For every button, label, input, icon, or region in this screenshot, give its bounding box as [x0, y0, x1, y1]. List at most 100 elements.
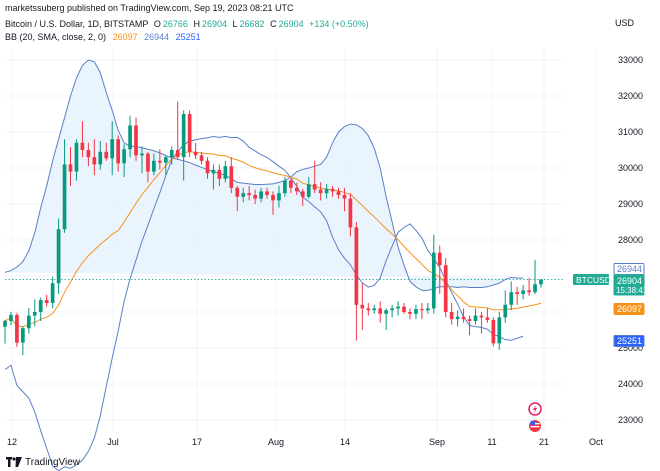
candle-body	[110, 139, 115, 159]
candle	[324, 184, 329, 199]
candle	[80, 121, 85, 158]
candle	[372, 304, 377, 314]
indicator-name: BB (20, SMA, close, 2, 0)	[5, 32, 107, 42]
candle	[110, 121, 115, 176]
btc-price-label-box	[613, 274, 645, 296]
candle	[366, 303, 371, 316]
candle	[503, 290, 508, 323]
candle	[205, 157, 210, 179]
candle-body	[336, 191, 341, 195]
candle-body	[163, 157, 168, 163]
lower-band-price-label: 25251	[613, 335, 645, 347]
candle-body	[187, 114, 192, 152]
candle-body	[26, 315, 31, 329]
price-tick-label: 25000	[618, 343, 643, 353]
candle	[92, 139, 97, 176]
candle-body	[3, 321, 7, 327]
candle-body	[408, 312, 412, 314]
candle-body	[491, 319, 496, 344]
candle	[21, 326, 25, 356]
candle	[533, 259, 537, 294]
flag-icon[interactable]	[529, 420, 541, 432]
candle-body	[86, 150, 91, 158]
candle	[32, 299, 37, 327]
bollinger-lower-line	[4, 135, 524, 471]
candle	[62, 139, 67, 233]
candle-body	[253, 195, 257, 199]
price-tick-label: 33000	[618, 55, 643, 65]
footer-brand: TradingView	[25, 456, 81, 468]
candle	[378, 301, 383, 323]
candle	[420, 303, 424, 320]
candle-body	[265, 191, 269, 195]
currency-label[interactable]: USD	[614, 18, 634, 28]
candle-body	[527, 290, 531, 293]
symbol-name: Bitcoin / U.S. Dollar, 1D, BITSTAMP	[5, 19, 149, 29]
close-value: 26904	[278, 19, 304, 29]
candle	[294, 182, 299, 195]
candle	[235, 186, 240, 212]
candle-body	[62, 164, 67, 230]
candle-body	[443, 265, 448, 312]
candle	[134, 117, 138, 161]
candle	[277, 186, 281, 208]
candle	[181, 110, 186, 181]
candle-body	[437, 252, 442, 266]
candle	[211, 164, 216, 190]
candle	[485, 308, 490, 323]
candle	[354, 222, 359, 341]
candle-body	[229, 166, 234, 188]
candle-body	[247, 193, 252, 195]
candle	[38, 297, 43, 321]
candle-body	[414, 309, 418, 314]
candle	[3, 319, 7, 344]
candle-body	[509, 292, 514, 305]
candle-body	[32, 312, 37, 316]
candle-body	[497, 317, 502, 344]
candle	[199, 151, 204, 165]
candle	[26, 308, 31, 334]
candle-body	[431, 252, 436, 309]
basis-price-label-box	[613, 303, 645, 315]
candle	[479, 312, 484, 334]
btc-price-label-text: 26904	[617, 276, 642, 286]
candle	[9, 312, 13, 326]
indicator-line: BB (20, SMA, close, 2, 0) 26097 26944 25…	[5, 32, 201, 42]
candle-body	[384, 310, 389, 314]
candle	[289, 178, 293, 194]
candle-body	[402, 306, 406, 312]
price-tick-label: 29000	[618, 199, 643, 209]
change-value: +134 (+0.50%)	[309, 19, 369, 29]
candle-body	[318, 189, 323, 194]
candle	[116, 135, 121, 172]
candle-body	[533, 284, 537, 293]
candle-body	[312, 184, 317, 190]
candle-body	[521, 290, 525, 294]
candle	[152, 153, 156, 176]
candle-body	[116, 139, 121, 164]
candle	[390, 304, 394, 318]
candle-body	[306, 184, 311, 197]
candle-body	[146, 153, 150, 172]
low-key: L	[232, 19, 238, 29]
candle	[414, 304, 418, 320]
ticker-tag-text: BTCUSD	[576, 275, 611, 285]
candle	[461, 308, 466, 323]
candle	[521, 285, 525, 300]
candle-body	[539, 279, 543, 285]
upper-band-price-label: 26944	[613, 263, 645, 275]
candle-body	[211, 169, 216, 174]
candle	[336, 187, 341, 199]
candle	[253, 189, 257, 204]
time-tick-label: 11	[487, 437, 496, 447]
price-tick-label: 30000	[618, 163, 643, 173]
candle	[74, 139, 79, 181]
candle	[515, 286, 520, 305]
lightning-icon[interactable]	[528, 402, 542, 416]
candle-body	[515, 292, 520, 294]
price-tick-label: 31000	[618, 127, 643, 137]
bollinger-basis-line	[4, 151, 542, 328]
candle	[241, 187, 246, 203]
